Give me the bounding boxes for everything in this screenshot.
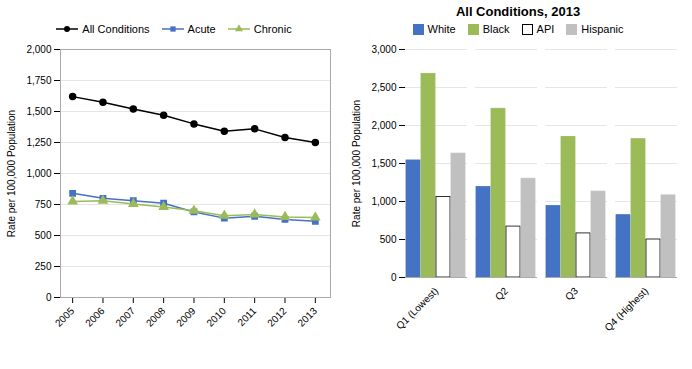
svg-text:1,750: 1,750 <box>26 75 51 86</box>
svg-text:2012: 2012 <box>265 305 289 329</box>
svg-text:Q4 (Highest): Q4 (Highest) <box>602 285 650 333</box>
html-text:All Conditions, 2013: All Conditions, 2013 <box>455 4 581 19</box>
svg-text:250: 250 <box>35 261 52 272</box>
html-text:All Conditions: All Conditions <box>82 23 150 35</box>
svg-text:Q1 (Lowest): Q1 (Lowest) <box>394 285 440 331</box>
svg-text:2010: 2010 <box>204 305 228 329</box>
svg-text:Q3: Q3 <box>563 285 581 303</box>
svg-text:0: 0 <box>46 292 52 303</box>
svg-text:500: 500 <box>380 234 397 245</box>
html-text:White: White <box>427 23 456 35</box>
svg-text:2008: 2008 <box>144 305 168 329</box>
svg-text:750: 750 <box>35 199 52 210</box>
svg-text:3,000: 3,000 <box>371 44 396 55</box>
svg-text:1,500: 1,500 <box>26 106 51 117</box>
svg-text:Rate per 100,000 Population: Rate per 100,000 Population <box>351 100 362 227</box>
html-text:Hispanic: Hispanic <box>581 23 624 35</box>
svg-text:1,250: 1,250 <box>26 137 51 148</box>
svg-text:Rate per 100,000 Population: Rate per 100,000 Population <box>6 110 17 237</box>
html-text:Black: Black <box>482 23 510 35</box>
svg-text:2,000: 2,000 <box>26 44 51 55</box>
svg-text:1,500: 1,500 <box>371 158 396 169</box>
svg-text:2,000: 2,000 <box>371 120 396 131</box>
svg-text:1,000: 1,000 <box>371 196 396 207</box>
svg-text:2006: 2006 <box>83 305 107 329</box>
svg-text:2011: 2011 <box>235 305 258 328</box>
svg-text:0: 0 <box>391 272 397 283</box>
svg-text:Q2: Q2 <box>493 285 511 303</box>
svg-text:2009: 2009 <box>174 305 198 329</box>
html-text:API: API <box>536 23 555 35</box>
svg-text:1,000: 1,000 <box>26 168 51 179</box>
html-text:Acute: Acute <box>187 23 216 35</box>
svg-text:2,500: 2,500 <box>371 82 396 93</box>
svg-text:2007: 2007 <box>113 305 137 329</box>
svg-text:500: 500 <box>35 230 52 241</box>
svg-text:2013: 2013 <box>295 305 319 329</box>
svg-text:2005: 2005 <box>53 305 77 329</box>
html-text:Chronic: Chronic <box>253 23 292 35</box>
